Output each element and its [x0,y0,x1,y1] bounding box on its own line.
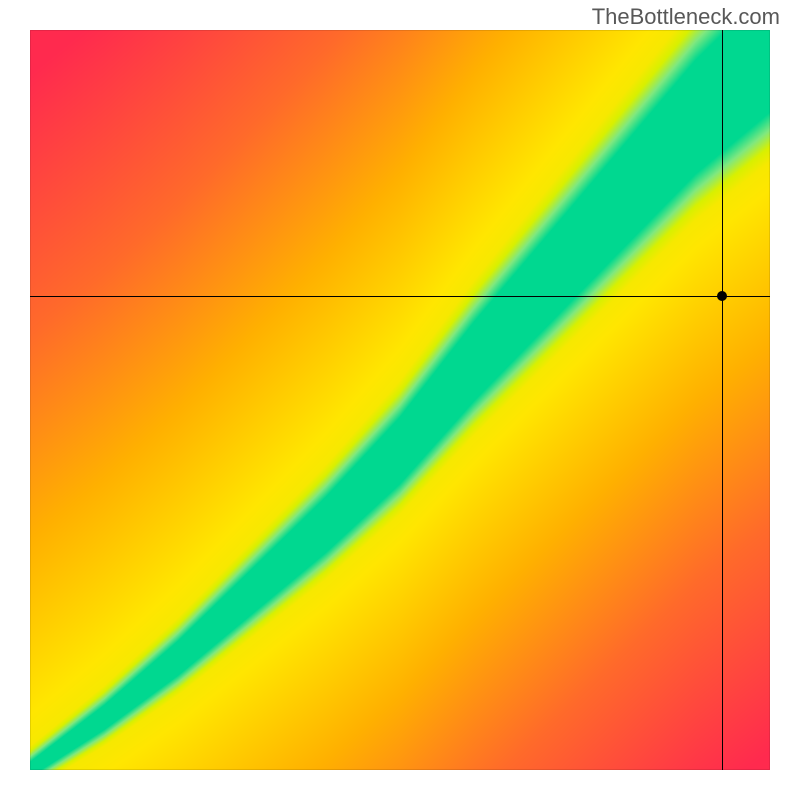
heatmap-canvas [30,30,770,770]
crosshair-vertical [722,30,723,770]
watermark-label: TheBottleneck.com [592,4,780,30]
crosshair-horizontal [30,296,770,297]
crosshair-marker [717,291,727,301]
bottleneck-heatmap [30,30,770,770]
